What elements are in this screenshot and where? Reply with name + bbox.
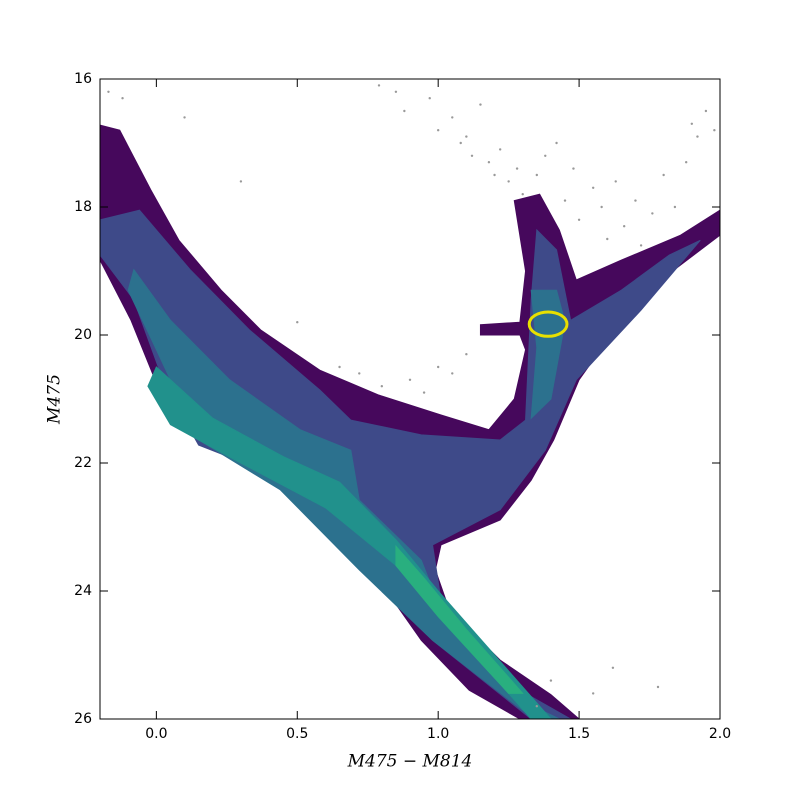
star-point [377, 84, 381, 87]
highlight-ellipse [527, 310, 569, 338]
star-point [183, 116, 186, 119]
star-point [479, 103, 482, 106]
x-axis-label: M475 − M814 [347, 752, 473, 772]
star-point [673, 205, 677, 209]
star-point [507, 180, 510, 183]
star-point [487, 161, 491, 164]
star-point [521, 193, 524, 196]
star-point [634, 199, 637, 202]
density-contour [530, 289, 566, 420]
y-tick-label: 18 [74, 199, 92, 215]
star-point [600, 205, 603, 209]
star-point [358, 372, 361, 375]
star-point [470, 154, 474, 157]
y-tick-label: 22 [74, 455, 92, 471]
star-point [690, 122, 694, 126]
x-tick-label: 1.0 [427, 726, 449, 742]
star-point [451, 116, 454, 119]
star-point [436, 129, 440, 132]
star-point [403, 109, 406, 113]
star-point [656, 685, 660, 689]
star-point [338, 365, 341, 369]
star-point [408, 378, 412, 381]
star-point [535, 173, 539, 177]
star-point [639, 244, 643, 247]
x-tick-label: 0.5 [286, 726, 308, 742]
star-point [465, 135, 468, 138]
star-point [296, 321, 299, 324]
star-point [572, 167, 575, 170]
star-point [549, 679, 553, 682]
star-point [614, 180, 617, 183]
star-point [380, 385, 384, 388]
star-point [684, 161, 688, 164]
y-axis-label: M475 [45, 374, 65, 425]
y-tick-label: 26 [74, 711, 92, 727]
star-point [591, 186, 595, 189]
star-point [493, 173, 496, 177]
star-point [459, 141, 462, 145]
star-point [422, 391, 426, 394]
x-tick-label: 2.0 [709, 726, 731, 742]
star-point [465, 353, 468, 356]
star-point [622, 225, 626, 228]
star-point [577, 218, 581, 221]
star-point [563, 199, 567, 202]
star-point [555, 141, 558, 145]
x-tick-label: 0.0 [145, 726, 167, 742]
star-point [651, 212, 654, 215]
star-point [662, 173, 665, 177]
star-point [713, 129, 716, 132]
star-point [515, 167, 519, 170]
star-point [239, 180, 243, 183]
y-tick-label: 16 [74, 71, 92, 87]
star-point [121, 97, 124, 100]
star-point [535, 705, 539, 708]
star-point [591, 692, 595, 695]
star-point [428, 97, 431, 100]
star-point [394, 90, 398, 94]
star-point [611, 666, 615, 669]
star-point [451, 372, 454, 375]
x-tick-label: 1.5 [568, 726, 590, 742]
plot-frame [99, 78, 721, 720]
star-point [696, 135, 699, 138]
density-contour [395, 544, 524, 694]
y-tick-label: 24 [74, 583, 92, 599]
star-point [107, 90, 110, 94]
star-point [544, 154, 547, 157]
star-point [498, 148, 502, 151]
y-tick-label: 20 [74, 327, 92, 343]
star-point [606, 237, 609, 241]
star-point [704, 109, 708, 113]
star-point [436, 365, 440, 369]
